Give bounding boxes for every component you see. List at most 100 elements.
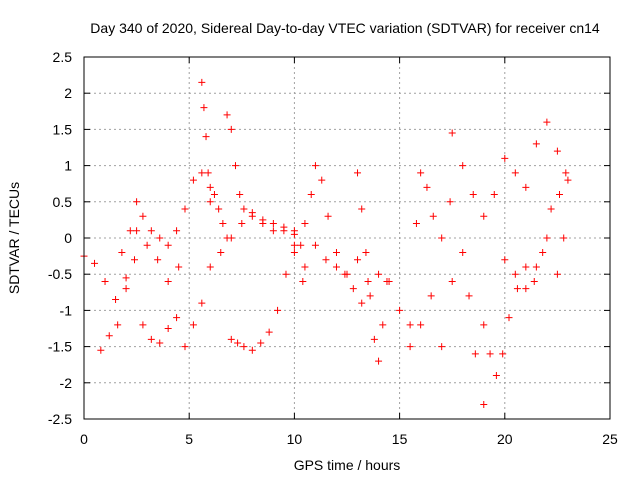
data-point: [227, 125, 235, 133]
data-point: [358, 299, 366, 307]
data-point: [501, 256, 509, 264]
data-point: [459, 162, 467, 170]
series-prn-e: [223, 111, 305, 249]
data-point: [198, 299, 206, 307]
data-point: [459, 248, 467, 256]
data-point: [499, 350, 507, 358]
series-prn-j: [354, 169, 391, 365]
data-point: [375, 270, 383, 278]
data-point: [112, 296, 120, 304]
data-point: [210, 191, 218, 199]
y-tick-label: -1.5: [48, 339, 72, 355]
data-point: [147, 227, 155, 235]
data-point: [200, 104, 208, 112]
data-point: [240, 343, 248, 351]
data-point: [513, 285, 521, 293]
data-point: [438, 234, 446, 242]
data-point: [236, 191, 244, 199]
data-point: [358, 205, 366, 213]
series-prn-l: [406, 248, 488, 409]
data-point: [343, 270, 351, 278]
data-point: [156, 339, 164, 347]
y-tick-label: 0.5: [53, 194, 73, 210]
data-point: [379, 321, 387, 329]
data-point: [311, 241, 319, 249]
data-point: [349, 285, 357, 293]
series-prn-k: [385, 169, 454, 329]
data-point: [206, 263, 214, 271]
data-point: [173, 314, 181, 322]
data-point: [259, 220, 267, 228]
y-tick-label: 0: [64, 230, 72, 246]
y-tick-label: 1.5: [53, 121, 73, 137]
data-point: [532, 263, 540, 271]
data-point: [143, 241, 151, 249]
plot-frame: [83, 56, 611, 420]
data-point: [202, 133, 210, 141]
data-point: [290, 241, 298, 249]
data-point: [189, 176, 197, 184]
data-point: [154, 256, 162, 264]
data-point: [147, 335, 155, 343]
data-point: [114, 321, 122, 329]
data-point: [280, 223, 288, 231]
data-point: [423, 183, 431, 191]
data-point: [465, 292, 473, 300]
data-point: [290, 227, 298, 235]
data-point: [139, 321, 147, 329]
y-tick-label: -2.5: [48, 411, 72, 427]
data-point: [530, 277, 538, 285]
data-point: [480, 321, 488, 329]
data-point: [269, 220, 277, 228]
data-point: [438, 343, 446, 351]
data-point: [366, 292, 374, 300]
data-point: [429, 212, 437, 220]
data-point: [206, 198, 214, 206]
data-point: [553, 270, 561, 278]
series-prn-a: [80, 227, 183, 304]
series-prn-m: [448, 118, 572, 220]
data-point: [173, 227, 181, 235]
data-point: [522, 263, 530, 271]
chart-title: Day 340 of 2020, Sidereal Day-to-day VTE…: [90, 20, 600, 36]
data-point: [223, 111, 231, 119]
data-point: [122, 285, 130, 293]
data-point: [412, 220, 420, 228]
data-point: [354, 169, 362, 177]
data-point: [219, 220, 227, 228]
axis-ticks: -2.5 -2 -1.5 -1 -0.5 0 0.5 1 1.5 2 2.5 0 5 10 15 20 25: [48, 49, 618, 447]
data-point: [480, 212, 488, 220]
data-point: [364, 277, 372, 285]
data-point: [234, 339, 242, 347]
data-point: [91, 259, 99, 267]
data-point: [240, 205, 248, 213]
y-tick-label: -2: [60, 375, 73, 391]
data-point: [332, 263, 340, 271]
data-point: [101, 277, 109, 285]
data-point: [311, 162, 319, 170]
data-point: [248, 209, 256, 217]
data-point: [133, 227, 141, 235]
data-point: [417, 169, 425, 177]
series-prn-g: [206, 209, 298, 271]
data-point: [406, 343, 414, 351]
data-point: [490, 191, 498, 199]
data-point: [501, 154, 509, 162]
data-point: [332, 248, 340, 256]
y-tick-label: -1: [60, 302, 73, 318]
data-point: [318, 176, 326, 184]
data-point: [324, 212, 332, 220]
data-point: [133, 198, 141, 206]
y-tick-label: -0.5: [48, 266, 72, 282]
y-tick-label: 2: [64, 85, 72, 101]
data-point: [471, 350, 479, 358]
data-point: [122, 274, 130, 282]
data-point: [556, 191, 564, 199]
data-point: [553, 147, 561, 155]
data-point: [238, 220, 246, 228]
data-point: [257, 339, 265, 347]
data-point: [204, 169, 212, 177]
data-point: [198, 78, 206, 86]
series-prn-c: [118, 169, 214, 256]
data-point: [156, 234, 164, 242]
